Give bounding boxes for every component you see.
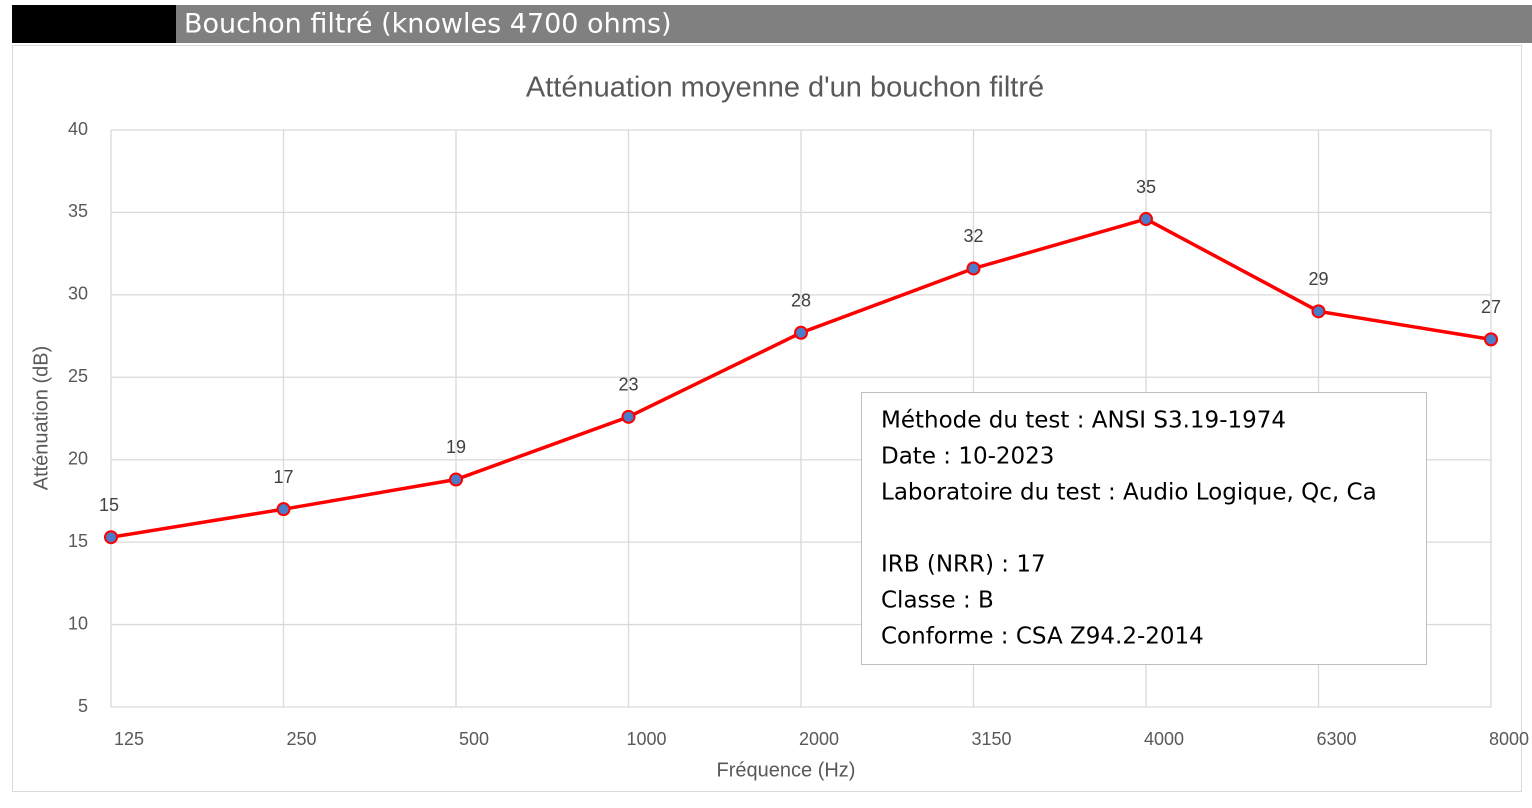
- data-point: [276, 502, 291, 517]
- data-label: 28: [791, 291, 811, 311]
- y-tick-label: 35: [68, 201, 88, 221]
- data-point: [966, 261, 981, 276]
- y-tick-label: 40: [68, 119, 88, 139]
- y-axis-label: Atténuation (dB): [30, 346, 52, 491]
- data-label: 23: [618, 375, 638, 395]
- x-tick-label: 8000: [1489, 729, 1529, 749]
- x-tick-label: 2000: [799, 729, 839, 749]
- annotation-line: Méthode du test : ANSI S3.19-1974: [881, 408, 1286, 434]
- data-point: [1484, 332, 1498, 347]
- annotation-line: Classe : B: [881, 588, 994, 614]
- data-label: 27: [1481, 297, 1501, 317]
- y-tick-label: 10: [68, 613, 88, 633]
- x-tick-label: 3150: [971, 729, 1011, 749]
- data-point: [621, 409, 636, 424]
- data-point: [449, 472, 463, 487]
- header-title: Bouchon filtré (knowles 4700 ohms): [184, 9, 672, 40]
- data-point: [1139, 212, 1153, 227]
- x-tick-label: 500: [459, 729, 489, 749]
- y-tick-label: 25: [68, 366, 88, 386]
- data-label: 19: [446, 437, 466, 457]
- data-point: [794, 325, 808, 340]
- y-tick-label: 20: [68, 448, 88, 468]
- x-axis-label: Fréquence (Hz): [717, 759, 856, 781]
- y-tick-label: 15: [68, 531, 88, 551]
- x-tick-label: 1000: [626, 729, 666, 749]
- y-tick-label: 30: [68, 284, 88, 304]
- x-tick-label: 4000: [1144, 729, 1184, 749]
- annotation: Méthode du test : ANSI S3.19-1974 Date : …: [881, 408, 1377, 650]
- data-label: 35: [1136, 177, 1156, 197]
- y-tick-label: 5: [78, 696, 88, 716]
- annotation-line: Date : 10-2023: [881, 444, 1054, 470]
- data-label: 29: [1308, 269, 1328, 289]
- data-label: 32: [963, 226, 983, 246]
- data-point: [104, 530, 118, 545]
- chart-title: Atténuation moyenne d'un bouchon filtré: [526, 72, 1044, 104]
- header-block: [12, 5, 176, 43]
- annotation-line: IRB (NRR) : 17: [881, 552, 1046, 578]
- header-bar: [176, 5, 1532, 43]
- x-tick-label: 125: [114, 729, 144, 749]
- x-tick-label: 250: [286, 729, 316, 749]
- annotation-line: Conforme : CSA Z94.2-2014: [881, 624, 1204, 650]
- x-tick-label: 6300: [1316, 729, 1356, 749]
- annotation-line: Laboratoire du test : Audio Logique, Qc,…: [881, 480, 1377, 506]
- data-label: 15: [99, 495, 119, 515]
- data-label: 17: [273, 467, 293, 487]
- annotation-box: [861, 392, 1427, 665]
- data-point: [1311, 304, 1326, 319]
